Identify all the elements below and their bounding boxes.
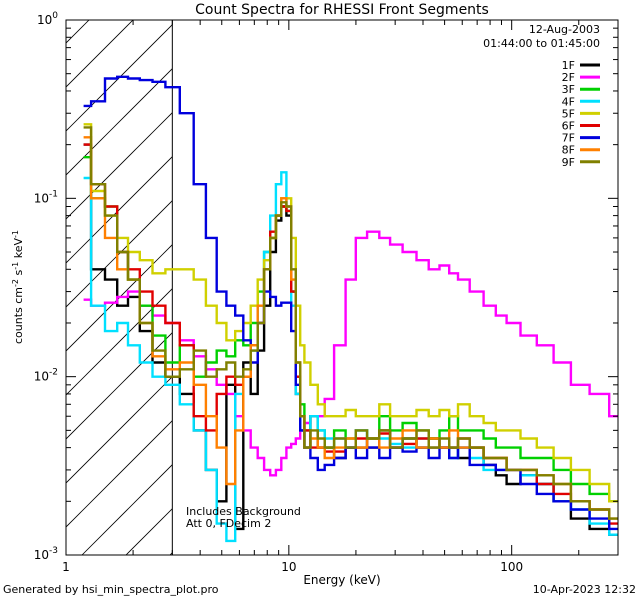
hatch-line [66,112,173,220]
legend-label-7F: 7F [562,132,575,145]
plot-frame [65,19,619,556]
chart-title: Count Spectra for RHESSI Front Segments [195,2,489,18]
hatch-line [66,24,173,132]
legend-label-3F: 3F [562,83,575,96]
hatch-line [258,0,640,555]
hatch-line [66,244,173,352]
x-axis-label: Energy (keV) [303,573,380,587]
timestamp-text: 10-Apr-2023 12:32 [532,583,636,596]
hatch-line [66,200,173,308]
x-axis: 1 10 100 [62,20,619,574]
hatch-line [66,420,173,528]
y-axis-label: counts cm-2 s-1 keV-1 [11,230,26,344]
y-axis: 100 10-1 10-2 10-3 [34,11,618,562]
series-lines [83,75,618,543]
y-tick-label: 100 [37,11,58,27]
legend-label-6F: 6F [562,120,575,133]
x-tick-label: 10 [281,560,296,574]
hatch-line [566,0,640,555]
hatch-line [66,376,173,484]
time-range-text: 01:44:00 to 01:45:00 [483,37,600,50]
hatch-line [522,0,640,555]
generated-by-text: Generated by hsi_min_spectra_plot.pro [3,583,219,596]
y-tick-label: 10-2 [34,368,58,384]
annotation: Includes Background Att 0, FDecim 2 [186,505,301,530]
x-tick-label: 100 [500,560,523,574]
y-tick-label: 10-3 [34,546,58,562]
hatch-line [66,332,173,440]
series-line-9F [83,126,618,520]
legend-label-4F: 4F [562,95,575,108]
hatch-line [610,0,640,555]
hatch-line [214,0,640,555]
legend-label-2F: 2F [562,71,575,84]
y-tick-label: 10-1 [34,189,58,205]
hatch-line [66,68,173,176]
legend-label-8F: 8F [562,144,575,157]
hatch-line [478,0,640,555]
annotation-line-1: Includes Background [186,505,301,518]
legend-label-1F: 1F [562,59,575,72]
hatch-line [390,0,640,555]
x-tick-label: 1 [62,560,70,574]
hatch-line [66,156,173,264]
legend-label-9F: 9F [562,156,575,169]
date-text: 12-Aug-2003 [529,23,600,36]
series-line-7F [83,75,618,531]
hatched-region [0,0,640,555]
date-info: 12-Aug-2003 01:44:00 to 01:45:00 [483,23,600,50]
legend-label-5F: 5F [562,107,575,120]
series-line-8F [83,136,618,520]
series-line-5F [83,123,618,503]
annotation-line-2: Att 0, FDecim 2 [186,517,271,530]
hatch-line [346,0,640,555]
hatch-line [0,0,70,555]
series-line-6F [83,143,618,525]
